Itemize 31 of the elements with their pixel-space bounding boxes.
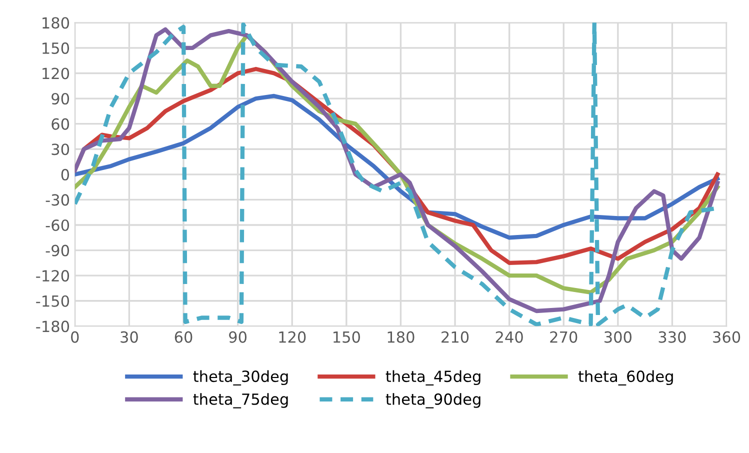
- x-tick-label: 0: [71, 331, 79, 343]
- y-tick-label: 120: [42, 68, 70, 80]
- x-tick-label: 120: [279, 331, 306, 343]
- y-tick-label: -120: [36, 270, 70, 282]
- x-tick-label: 30: [120, 331, 138, 343]
- y-tick-label: 30: [52, 144, 70, 156]
- y-tick-label: -150: [36, 295, 70, 307]
- x-tick-label: 90: [229, 331, 247, 343]
- legend-label: theta_45deg: [386, 370, 480, 386]
- y-tick-label: 0: [61, 168, 70, 180]
- legend-label: theta_60deg: [578, 370, 673, 386]
- y-tick-label: 90: [52, 92, 70, 105]
- x-tick-label: 300: [604, 331, 632, 343]
- legend-label: theta_90deg: [386, 393, 480, 408]
- y-tick-label: -180: [36, 320, 70, 332]
- x-tick-label: 270: [550, 331, 578, 343]
- y-tick-label: -30: [46, 194, 70, 206]
- legend-label: theta_75deg: [193, 393, 288, 408]
- x-tick-label: 330: [658, 331, 686, 343]
- y-tick-label: -60: [46, 219, 70, 232]
- y-tick-label: 150: [42, 42, 70, 54]
- x-tick-label: 60: [174, 331, 192, 343]
- x-tick-label: 150: [334, 331, 360, 343]
- y-tick-label: 180: [42, 17, 70, 29]
- legend-label: theta_30deg: [193, 370, 288, 386]
- y-tick-label: -90: [46, 244, 70, 256]
- x-tick-label: 180: [388, 331, 414, 343]
- x-tick-label: 360: [713, 331, 740, 343]
- x-tick-label: 210: [442, 331, 469, 343]
- x-tick-label: 240: [496, 331, 523, 343]
- y-tick-label: 60: [52, 118, 70, 130]
